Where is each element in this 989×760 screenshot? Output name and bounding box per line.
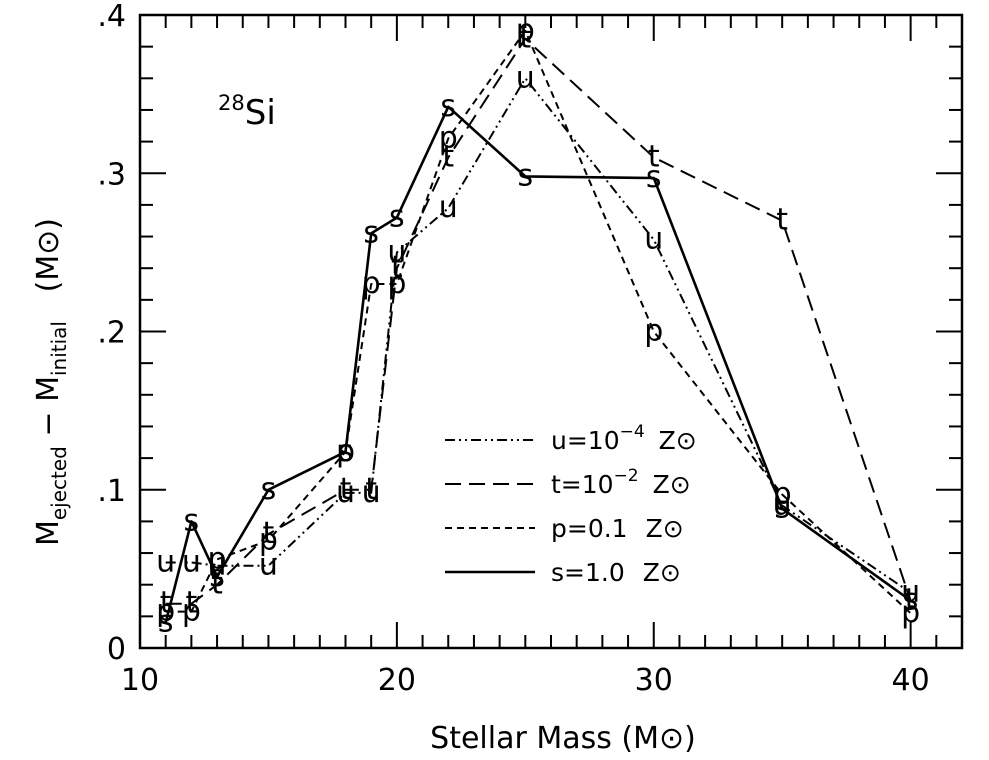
data-point-s: s	[517, 158, 533, 193]
data-point-t: t	[365, 472, 377, 507]
data-point-u: u	[208, 548, 227, 583]
y-axis-label-sub1: ejected	[47, 446, 71, 520]
data-point-s: s	[440, 89, 456, 124]
data-point-t: t	[263, 516, 275, 551]
data-point-t: t	[340, 472, 352, 507]
series-line-s	[164, 105, 912, 624]
data-point-t: t	[776, 203, 788, 238]
data-point-u: u	[336, 475, 355, 510]
data-point-s: s	[646, 160, 662, 195]
data-point-t: t	[442, 139, 454, 174]
data-point-u: u	[182, 545, 201, 580]
data-point-s: s	[158, 605, 174, 640]
data-point-p: p	[773, 476, 792, 511]
data-point-p: p	[516, 13, 535, 48]
data-point-u: u	[901, 575, 920, 610]
data-point-t: t	[519, 21, 531, 56]
y-tick-label: .2	[97, 316, 126, 351]
x-tick-label: 30	[635, 663, 673, 698]
y-tick-label: 0	[107, 632, 126, 667]
data-point-u: u	[773, 488, 792, 523]
data-point-s: s	[363, 215, 379, 250]
y-axis-label-sub2: initial	[47, 321, 71, 376]
data-point-u: u	[259, 548, 278, 583]
data-point-p: p	[182, 594, 201, 629]
data-point-s: s	[338, 434, 354, 469]
axis-ticks: 10 20 30 40 0 .1 .2 .3 .4	[97, 0, 963, 698]
data-point-t: t	[160, 586, 172, 621]
y-tick-label: .3	[97, 157, 126, 192]
isotope-mass-number: 28	[218, 91, 245, 115]
data-point-t: t	[185, 586, 197, 621]
data-point-t: t	[211, 567, 223, 602]
data-point-p: p	[387, 266, 406, 301]
data-point-t: t	[391, 250, 403, 285]
data-point-u: u	[362, 475, 381, 510]
legend-label-s: s=1.0 Z⊙	[551, 558, 681, 587]
data-point-p: p	[156, 594, 175, 629]
series-line-u	[165, 77, 912, 594]
y-tick-label: .1	[97, 474, 126, 509]
y-axis-label: Mejected − Minitial (M⊙)	[31, 218, 71, 546]
data-point-p: p	[208, 541, 227, 576]
data-point-p: p	[439, 120, 458, 155]
data-point-p: p	[901, 595, 920, 630]
y-axis-label-suffix: (M⊙)	[31, 218, 66, 321]
data-point-p: p	[362, 266, 381, 301]
y-axis-label-middle: − M	[31, 376, 66, 446]
data-point-u: u	[156, 545, 175, 580]
data-point-p: p	[336, 434, 355, 469]
data-point-u: u	[644, 222, 663, 257]
isotope-element: Si	[245, 93, 276, 133]
data-point-u: u	[439, 190, 458, 225]
y-tick-label: .4	[97, 0, 126, 34]
data-point-p: p	[644, 314, 663, 349]
legend-label-t: t=10−2 Z⊙	[551, 466, 691, 499]
data-point-t: t	[648, 139, 660, 174]
data-point-s: s	[774, 491, 790, 526]
data-point-u: u	[516, 60, 535, 95]
isotope-annotation: 28Si	[218, 91, 276, 133]
data-point-s: s	[184, 503, 200, 538]
y-axis-label-prefix: M	[31, 520, 66, 546]
series-lines	[164, 29, 912, 624]
x-tick-label: 10	[121, 663, 159, 698]
x-axis-label: Stellar Mass (M⊙)	[430, 721, 696, 756]
legend: u=10−4 Z⊙ t=10−2 Z⊙ p=0.1 Z⊙ s=1.0 Z⊙	[445, 422, 697, 587]
data-point-t: t	[905, 583, 917, 618]
data-point-s: s	[903, 583, 919, 618]
x-tick-label: 40	[892, 663, 930, 698]
x-tick-label: 20	[378, 663, 416, 698]
data-point-s: s	[389, 200, 405, 235]
data-point-p: p	[259, 522, 278, 557]
data-point-s: s	[209, 559, 225, 594]
series-line-t	[165, 37, 912, 605]
legend-label-p: p=0.1 Z⊙	[551, 514, 684, 543]
legend-label-u: u=10−4 Z⊙	[551, 422, 697, 455]
data-point-s: s	[261, 472, 277, 507]
data-point-u: u	[387, 234, 406, 269]
